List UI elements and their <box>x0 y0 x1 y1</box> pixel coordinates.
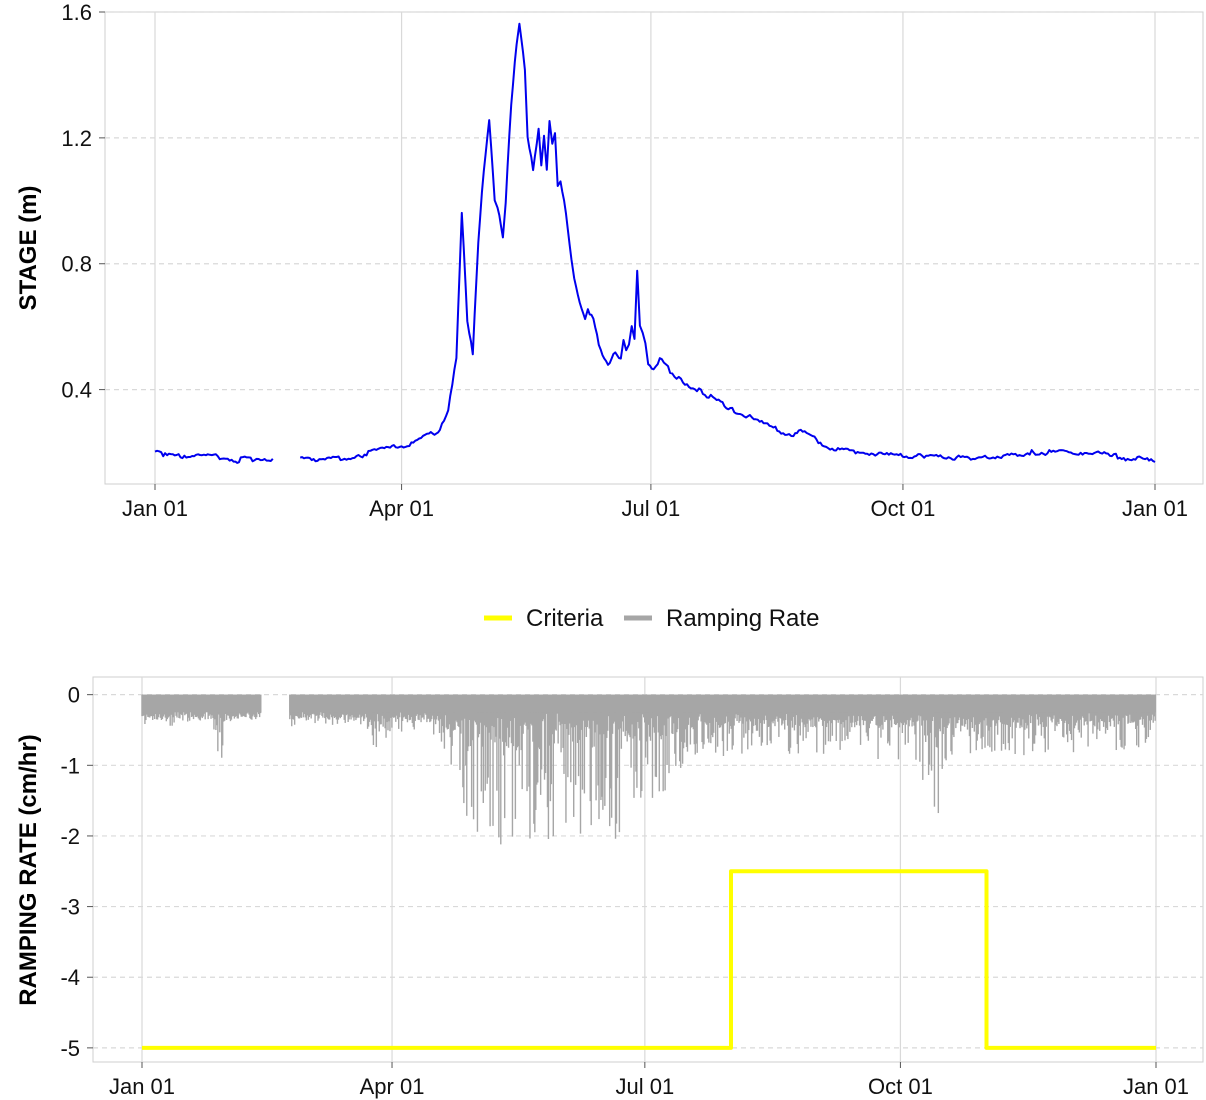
stage-y-axis-title: STAGE (m) <box>15 186 42 311</box>
stage-y-tick-label: 1.2 <box>61 126 92 151</box>
legend: Criteria Ramping Rate <box>484 605 819 632</box>
stage-x-tick-label: Oct 01 <box>871 496 936 521</box>
stage-series <box>154 22 1156 464</box>
ramping-x-tick-label: Jul 01 <box>615 1074 674 1099</box>
ramping-y-tick-label: -4 <box>60 965 80 990</box>
ramping-rate-spikes <box>141 694 1156 845</box>
ramping-x-tick-label: Jan 01 <box>1123 1074 1189 1099</box>
ramping-y-axis: 0 -1 -2 -3 -4 -5 <box>60 683 93 1061</box>
stage-line <box>154 449 274 464</box>
stage-x-axis: Jan 01 Apr 01 Jul 01 Oct 01 Jan 01 <box>122 484 1188 521</box>
stage-x-tick-label: Jul 01 <box>622 496 681 521</box>
stage-panel: Jan 01 Apr 01 Jul 01 Oct 01 Jan 01 0.4 0.8 1.2… <box>15 0 1204 521</box>
stage-y-tick-label: 0.8 <box>61 252 92 277</box>
legend-label-criteria: Criteria <box>526 605 604 632</box>
ramping-y-tick-label: -5 <box>60 1036 80 1061</box>
stage-y-tick-label: 0.4 <box>61 378 92 403</box>
ramping-x-tick-label: Apr 01 <box>360 1074 425 1099</box>
ramping-rate-band <box>142 694 262 713</box>
stage-plot-area <box>104 11 1204 485</box>
ramping-panel: Jan 01 Apr 01 Jul 01 Oct 01 Jan 01 0 -1 -2 -3 -4… <box>15 676 1204 1099</box>
ramping-y-tick-label: -3 <box>60 895 80 920</box>
ramping-y-tick-label: 0 <box>68 683 80 708</box>
legend-label-ramping-rate: Ramping Rate <box>666 605 819 632</box>
stage-line <box>299 22 1156 463</box>
ramping-y-tick-label: -1 <box>60 753 80 778</box>
stage-y-axis: 0.4 0.8 1.2 1.6 <box>61 0 105 403</box>
criteria-line <box>142 869 1156 1050</box>
ramping-gridlines <box>93 677 1203 1062</box>
stage-x-tick-label: Apr 01 <box>369 496 434 521</box>
stage-gridlines <box>105 11 1203 484</box>
ramping-x-axis: Jan 01 Apr 01 Jul 01 Oct 01 Jan 01 <box>109 1062 1189 1099</box>
ramping-x-tick-label: Jan 01 <box>109 1074 175 1099</box>
ramping-series <box>141 694 1156 1050</box>
stage-y-tick-label: 1.6 <box>61 0 92 25</box>
stage-x-tick-label: Jan 01 <box>122 496 188 521</box>
ramping-y-axis-title: RAMPING RATE (cm/hr) <box>15 734 42 1006</box>
ramping-rate-band <box>289 694 1156 713</box>
ramping-x-tick-label: Oct 01 <box>868 1074 933 1099</box>
stage-x-tick-label: Jan 01 <box>1122 496 1188 521</box>
ramping-y-tick-label: -2 <box>60 824 80 849</box>
